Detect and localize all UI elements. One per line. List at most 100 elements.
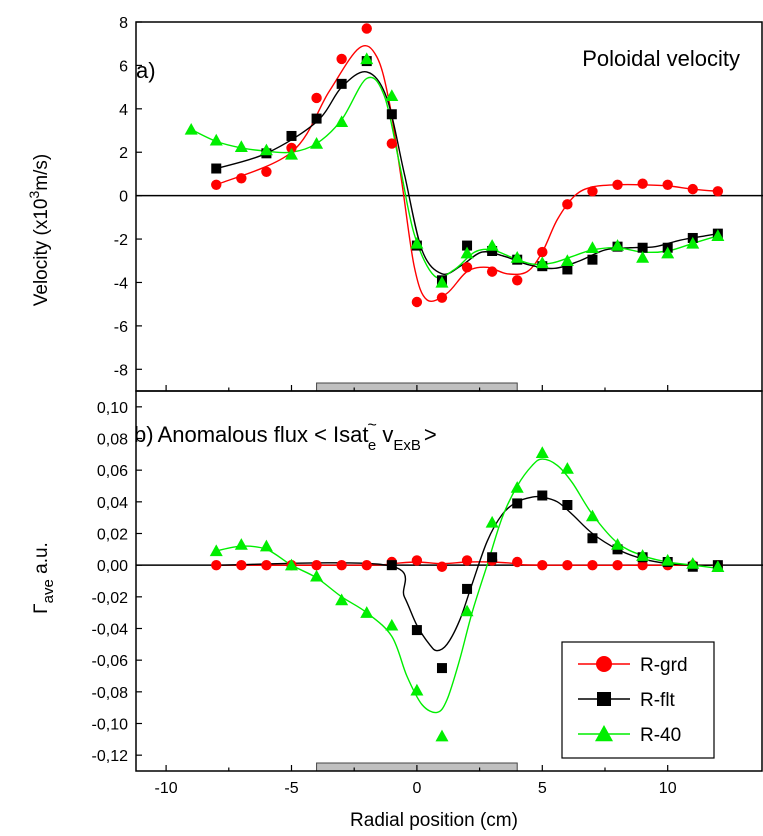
legend-label: R-40 — [640, 725, 681, 746]
data-point — [436, 292, 448, 303]
legend-item-r-grd: R-grd — [578, 655, 688, 676]
data-point — [410, 236, 424, 249]
y-tick-label: -0,10 — [92, 717, 129, 734]
data-point — [411, 625, 422, 636]
y-tick-label: 0,08 — [97, 432, 128, 449]
data-point — [537, 490, 548, 501]
data-point — [562, 199, 573, 210]
ticks-a: -8 -6 -4 -2 0 2 4 6 8 — [114, 15, 669, 391]
data-point — [587, 254, 598, 265]
y-tick-label: 0,00 — [97, 558, 128, 575]
y-tick-label: 0,02 — [97, 527, 128, 544]
legend: R-grd R-flt R-40 — [561, 641, 715, 759]
data-point — [587, 533, 598, 544]
data-points-b — [209, 446, 725, 742]
data-point — [560, 462, 574, 474]
data-point — [386, 138, 398, 149]
data-point — [612, 559, 623, 571]
data-point — [510, 251, 524, 263]
y-tick-label: -8 — [114, 362, 128, 379]
data-point — [436, 663, 447, 674]
y-tick-label: -2 — [114, 232, 128, 249]
x-tick-label: 10 — [659, 780, 677, 797]
data-point — [261, 559, 272, 571]
x-tick-label: -10 — [155, 780, 178, 797]
data-point — [662, 179, 673, 190]
data-point — [410, 683, 424, 696]
y-tick-label: -6 — [114, 319, 128, 336]
fit-curve-r-40 — [216, 458, 718, 714]
y-axis-title-a-sup: 3 — [26, 191, 42, 199]
data-point — [461, 555, 473, 566]
y-tick-label: 0 — [119, 189, 128, 206]
data-point — [636, 549, 650, 561]
data-point — [611, 538, 625, 550]
data-point — [587, 559, 598, 571]
panel-title-b-tilde: ~ — [368, 417, 377, 434]
panel-label-b: b) — [134, 422, 154, 447]
data-point — [686, 557, 700, 569]
y-tick-label: 8 — [119, 15, 128, 32]
data-point — [460, 604, 474, 617]
y-tick-label: -0,06 — [92, 653, 129, 670]
data-point — [286, 142, 297, 154]
data-point — [711, 560, 725, 572]
series-r-40 — [209, 446, 725, 742]
data-point — [435, 275, 449, 288]
data-point — [537, 559, 548, 571]
data-point — [336, 78, 347, 89]
data-point — [562, 264, 573, 275]
y-tick-label: -0,02 — [92, 590, 129, 607]
data-point — [336, 53, 347, 65]
y-tick-label: 0,06 — [97, 463, 128, 480]
legend-marker — [595, 725, 613, 742]
data-point — [411, 555, 423, 566]
data-point — [311, 92, 322, 104]
data-point — [259, 143, 273, 156]
data-point — [487, 245, 498, 256]
data-point — [486, 266, 498, 277]
y-axis-title-b-symbol: Γ — [31, 603, 52, 613]
y-axis-title-b-post: a.u. — [31, 542, 52, 579]
y-tick-label: 2 — [119, 145, 128, 162]
y-tick-label: 0,04 — [97, 495, 128, 512]
y-axis-title-b: Γave a.u. — [31, 542, 57, 614]
panel-title-b-sub: ExB — [393, 437, 421, 454]
data-point — [385, 89, 399, 101]
data-point — [360, 606, 374, 618]
x-tick-label: 0 — [412, 780, 421, 797]
data-point — [637, 242, 648, 253]
x-axis-title: Radial position (cm) — [350, 810, 518, 831]
data-point — [209, 544, 223, 557]
data-point — [211, 559, 222, 571]
data-point — [535, 256, 549, 269]
data-point — [435, 729, 449, 742]
data-points-a — [184, 23, 725, 308]
data-point — [686, 236, 700, 249]
data-point — [711, 229, 725, 242]
data-point — [386, 560, 397, 571]
legend-item-r-flt: R-flt — [578, 690, 676, 711]
data-point — [436, 561, 448, 572]
data-point — [585, 241, 599, 253]
data-point — [487, 552, 498, 563]
data-point — [712, 186, 724, 197]
panel-a: -8 -6 -4 -2 0 2 4 6 8 a) Poloidal velocity Veloc… — [26, 15, 763, 392]
y-tick-label: 0,10 — [97, 400, 128, 417]
data-point — [234, 538, 248, 550]
data-point — [361, 559, 372, 571]
data-point — [311, 113, 322, 124]
y-tick-label: -0,08 — [92, 685, 129, 702]
data-point — [310, 569, 324, 582]
data-point — [485, 239, 499, 251]
plot-frame-b — [135, 390, 763, 772]
data-point — [462, 583, 473, 594]
legend-items: R-grd R-flt R-40 — [578, 655, 688, 746]
data-point — [661, 246, 675, 259]
data-point — [687, 183, 698, 195]
data-point — [460, 246, 474, 259]
panel-label-a: a) — [136, 58, 156, 83]
y-tick-label: -4 — [114, 275, 128, 292]
data-point — [636, 251, 650, 263]
